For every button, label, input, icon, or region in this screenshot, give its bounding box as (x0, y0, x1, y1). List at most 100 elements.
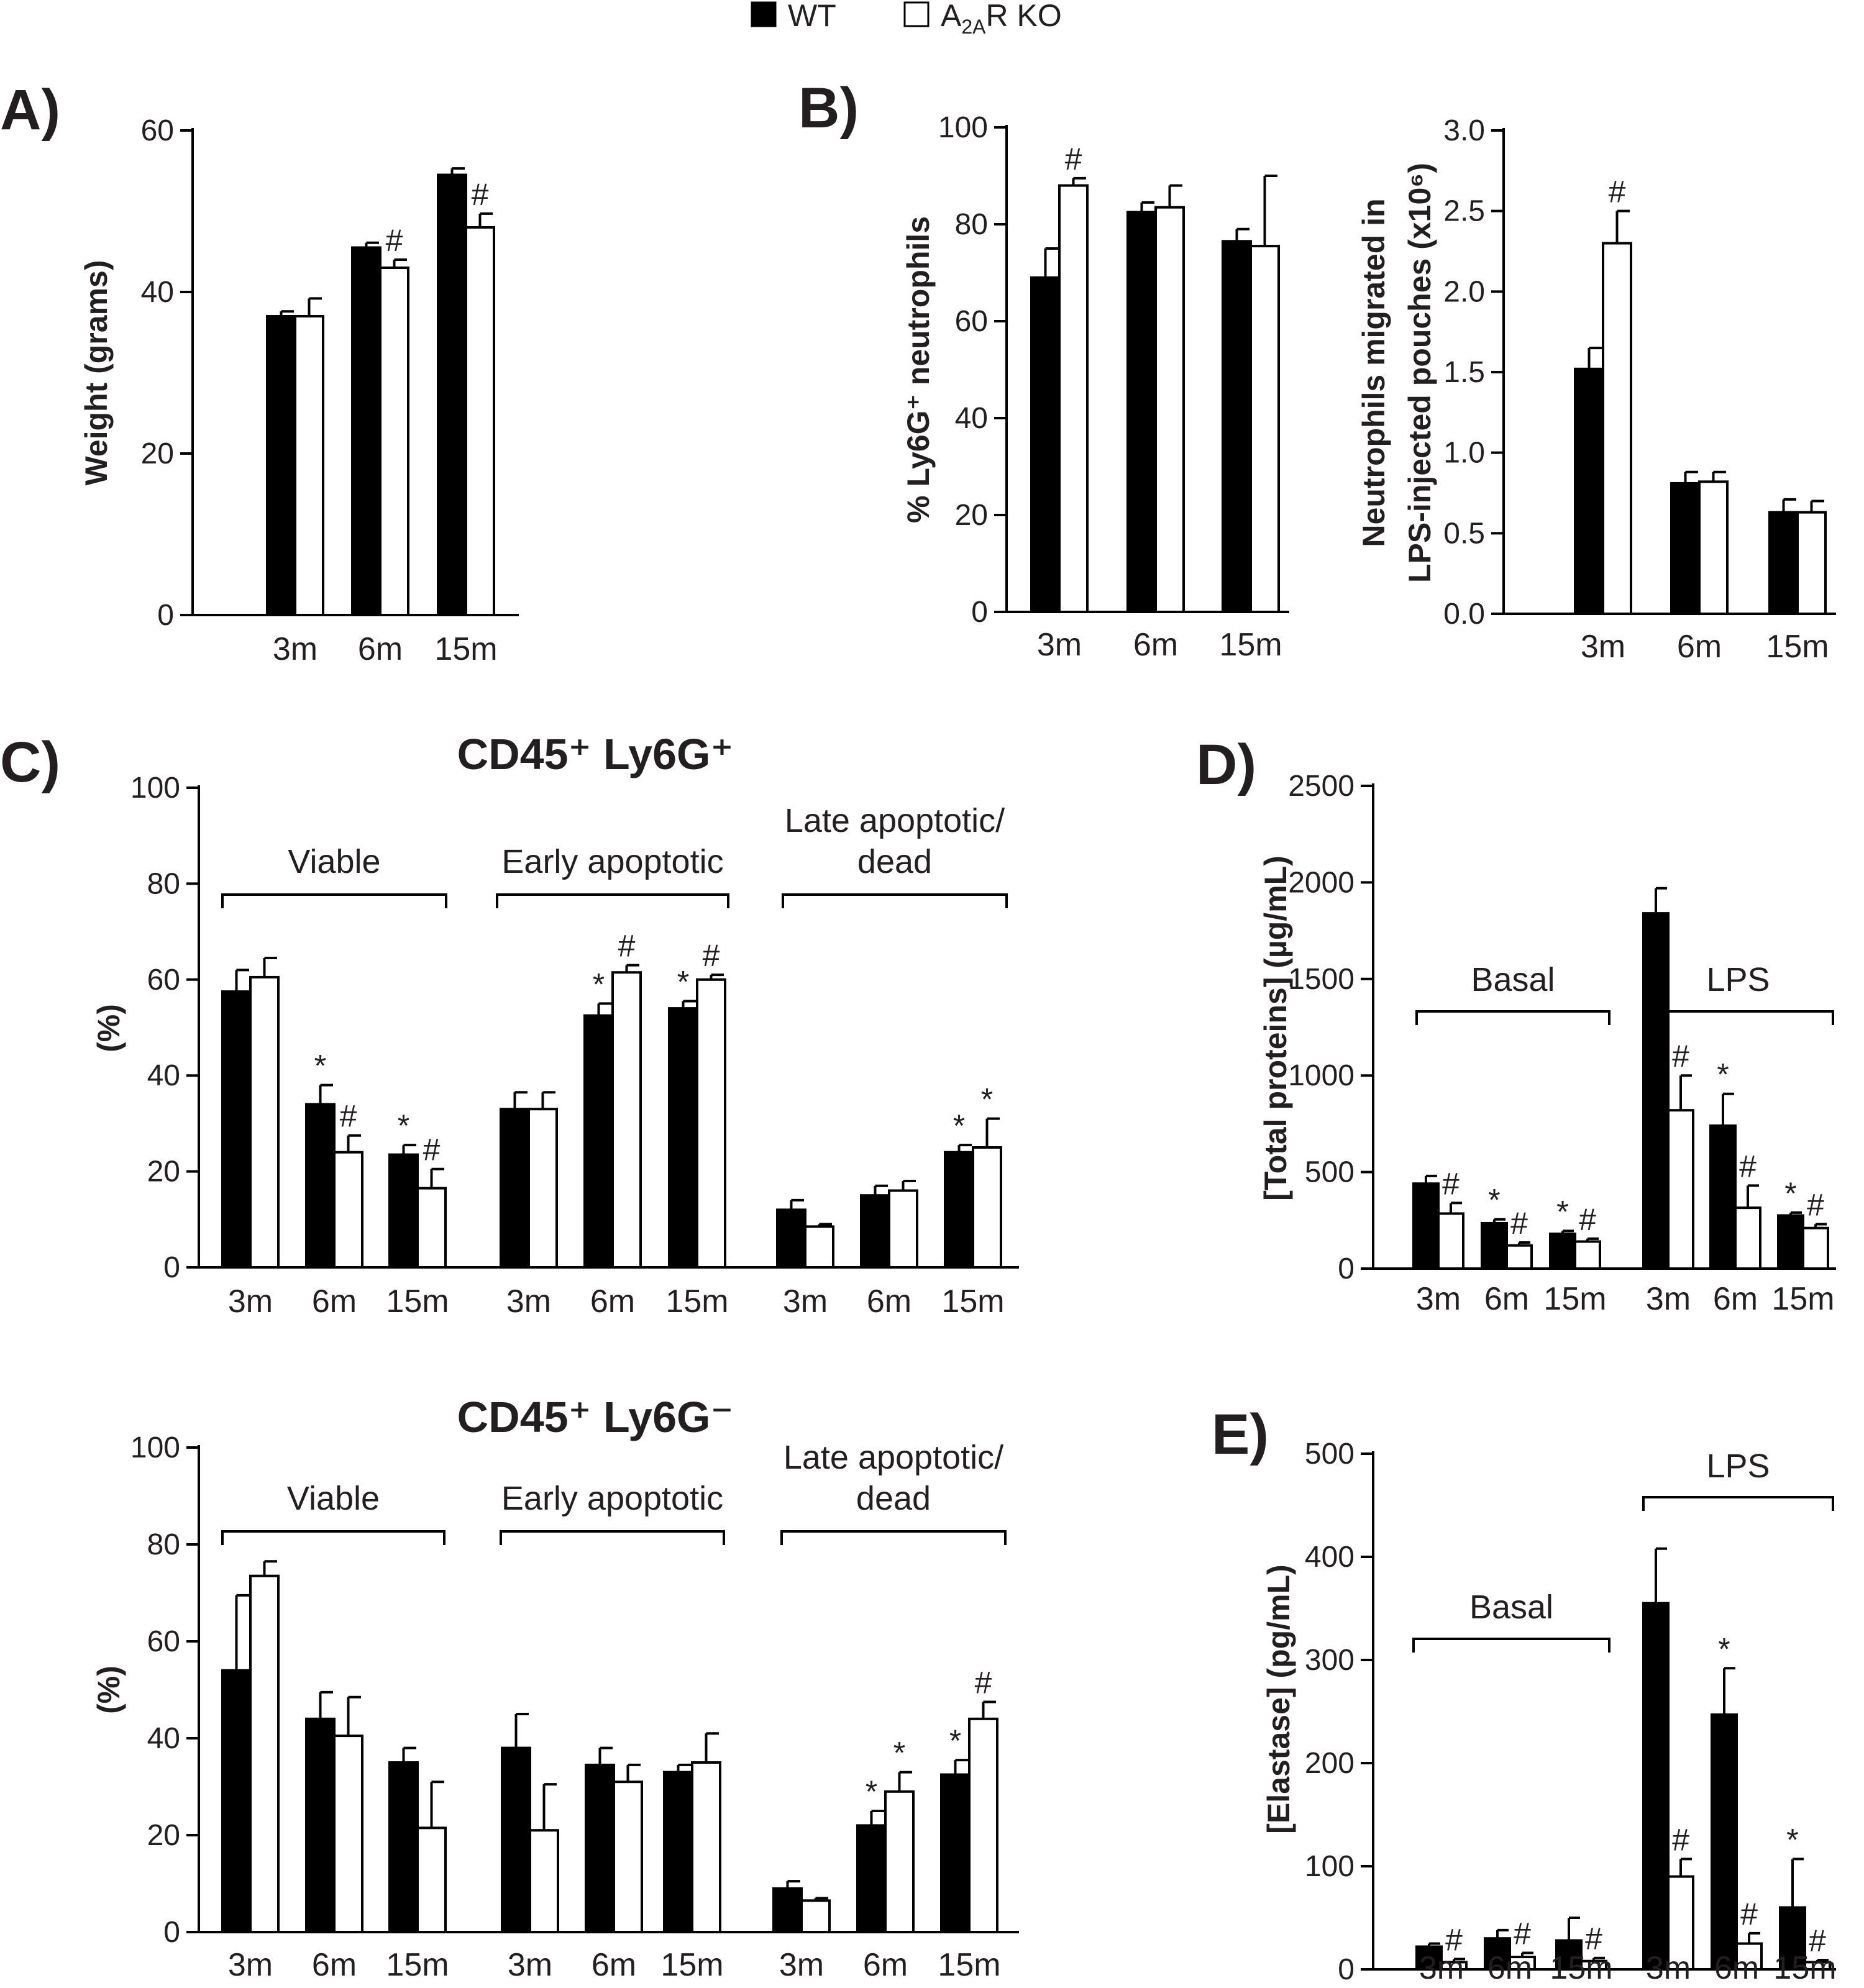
y-tick-label: 40 (955, 402, 988, 435)
group-bracket (782, 893, 1008, 908)
group-label-line1: Late apoptotic/ (784, 1439, 1003, 1476)
y-tick-label: 60 (147, 964, 180, 996)
significance-hash: # (618, 929, 636, 964)
x-category-label: 3m (273, 631, 318, 667)
bar-wt (583, 1014, 614, 1269)
y-axis-label-line1: Neutrophils migrated in (1356, 198, 1391, 547)
legend-ko-rest: R KO (986, 0, 1062, 33)
significance-star: * (953, 1108, 965, 1143)
group-label-line2: dead (857, 843, 932, 880)
y-axis-label: % Ly6G⁺ neutrophils (901, 216, 936, 523)
significance-star: * (398, 1108, 409, 1143)
y-tick-label: 2500 (1288, 770, 1355, 803)
bar-ko (1796, 511, 1827, 615)
bar-ko (884, 1790, 915, 1934)
y-tick-label: 0 (163, 1251, 180, 1284)
panel-label: A) (0, 78, 60, 142)
group-bracket (1412, 1638, 1610, 1653)
legend-label-wt: WT (788, 0, 836, 33)
bar-wt (437, 173, 467, 616)
significance-hash: # (340, 1099, 357, 1134)
x-category-label: 15m (1550, 1950, 1612, 1986)
x-category-label: 15m (1773, 1950, 1836, 1986)
significance-hash: # (423, 1133, 441, 1167)
x-category-label: 3m (508, 1947, 552, 1983)
group-bracket (221, 893, 447, 908)
bar-ko (1804, 1961, 1831, 1971)
bar-ko (804, 1225, 834, 1269)
bar-wt (305, 1717, 336, 1934)
bar-ko (691, 1761, 721, 1933)
panel-label: B) (798, 76, 859, 140)
panel-b-ly6g-percent-chart: B) 0 20 40 60 80 100 % Ly6G⁺ neutrophils #3m 6m 15… (798, 76, 1289, 663)
y-tick-label: 100 (1305, 1850, 1355, 1883)
bar-wt (1549, 1233, 1576, 1270)
group-label: Viable (287, 1480, 380, 1517)
bar-ko (888, 1189, 918, 1269)
group-label: Basal (1471, 961, 1555, 998)
y-tick-label: 20 (955, 499, 988, 532)
bar-wt (1481, 1221, 1508, 1270)
significance-hash: # (975, 1666, 992, 1700)
bar-wt (1779, 1906, 1806, 1971)
bar-ko (465, 226, 495, 616)
legend-swatch-ko (903, 1, 930, 27)
y-tick-label: 300 (1305, 1644, 1355, 1677)
y-tick-label: 0 (1338, 1953, 1355, 1986)
significance-hash: # (1514, 1916, 1531, 1951)
y-tick-label: 2.0 (1443, 275, 1485, 308)
bar-ko (1505, 1244, 1533, 1270)
bar-wt (585, 1763, 615, 1933)
bar-ko (1509, 1956, 1536, 1971)
bar-ko (1734, 1206, 1761, 1270)
x-category-label: 6m (1714, 1950, 1759, 1986)
y-tick-label: 40 (141, 276, 174, 309)
x-category-label: 6m (312, 1284, 357, 1320)
y-tick-label: 1.0 (1443, 437, 1485, 470)
group-bracket (500, 1530, 725, 1545)
group-label: Early apoptotic (501, 843, 723, 880)
y-tick-label: 20 (147, 1819, 180, 1852)
bar-wt (501, 1746, 531, 1934)
x-category-label: 3m (228, 1947, 273, 1983)
significance-star: * (866, 1774, 877, 1809)
bar-ko (416, 1187, 447, 1269)
x-category-label: 6m (358, 631, 403, 667)
bar-wt (305, 1103, 336, 1269)
y-tick-label: 1000 (1288, 1059, 1355, 1092)
bar-ko (1735, 1942, 1763, 1971)
significance-hash: # (1739, 1149, 1757, 1183)
bar-wt (1126, 211, 1157, 613)
x-category-label: 6m (1487, 1950, 1532, 1986)
x-category-label: 3m (783, 1284, 828, 1320)
y-tick-label: 0.0 (1443, 598, 1485, 631)
y-tick-label: 3.0 (1443, 114, 1485, 147)
significance-hash: # (1442, 1166, 1460, 1201)
y-tick-label: 40 (147, 1059, 180, 1092)
x-category-label: 15m (1219, 627, 1282, 663)
x-category-label: 15m (1543, 1281, 1606, 1317)
x-category-label: 6m (592, 1947, 636, 1983)
bar-wt (1222, 240, 1252, 613)
bar-wt (860, 1194, 890, 1269)
x-category-label: 15m (386, 1947, 449, 1983)
significance-star: * (1556, 1194, 1568, 1229)
significance-hash: # (1672, 1039, 1689, 1074)
bar-ko (379, 267, 409, 616)
bar-wt (500, 1108, 530, 1269)
panel-label: C) (0, 731, 60, 794)
bar-wt (388, 1153, 419, 1269)
y-tick-label: 400 (1305, 1541, 1355, 1574)
bar-wt (1768, 511, 1799, 615)
group-label-line2: dead (856, 1480, 931, 1517)
bar-wt (668, 1007, 698, 1269)
significance-hash: # (1065, 142, 1082, 176)
bar-wt (944, 1151, 974, 1269)
y-tick-label: 80 (955, 208, 988, 241)
y-tick-label: 60 (147, 1625, 180, 1658)
y-tick-label: 80 (147, 1528, 180, 1561)
bar-ko (1667, 1875, 1694, 1971)
legend-ko-subscript: 2A (961, 16, 986, 38)
y-tick-label: 20 (141, 437, 174, 470)
